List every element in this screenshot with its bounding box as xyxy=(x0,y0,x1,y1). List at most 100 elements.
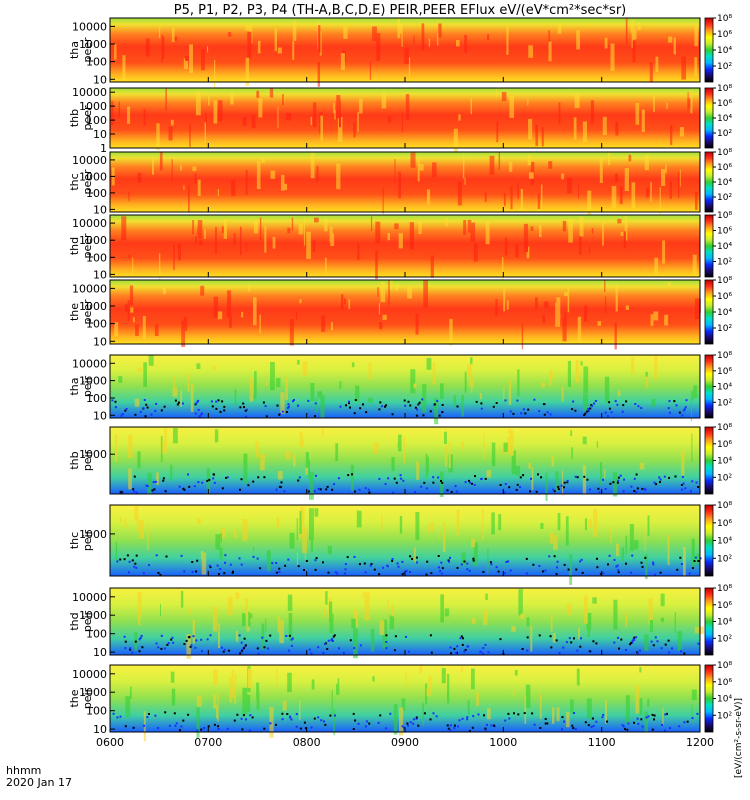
colorbar-tick-label: 10⁶ xyxy=(717,519,732,529)
y-tick-label: 1000 xyxy=(79,38,107,51)
colorbar-tick-label: 10⁸ xyxy=(717,501,732,511)
panel-quantity-label: peir xyxy=(81,375,94,397)
colorbar xyxy=(704,504,714,577)
colorbar-tick-label: 10⁴ xyxy=(717,114,732,124)
colorbar-tick-label: 10⁶ xyxy=(717,99,732,109)
y-tick-label: 10 xyxy=(93,128,107,141)
y-tick-label: 10 xyxy=(93,73,107,86)
spectrogram-texture xyxy=(114,18,698,89)
panel-quantity-label: peir xyxy=(81,529,94,551)
colorbar-tick-label: 10² xyxy=(717,324,732,334)
x-tick-label: 0600 xyxy=(96,736,124,749)
spectrogram-image xyxy=(110,215,700,277)
colorbar-tick-label: 10² xyxy=(717,62,732,72)
time-row-label: hhmm xyxy=(6,764,41,777)
y-tick-label: 10 xyxy=(93,203,107,216)
low-count-speckle xyxy=(123,634,700,655)
y-tick-label: 10000 xyxy=(72,668,107,681)
colorbar-tick-label: 10² xyxy=(717,634,732,644)
y-tick-label: 10000 xyxy=(72,154,107,167)
spectrogram-texture xyxy=(125,665,697,742)
colorbar xyxy=(704,279,714,345)
panel-probe-label: thc xyxy=(68,532,81,549)
y-tick-label: 10 xyxy=(93,268,107,281)
colorbar-tick-label: 10⁸ xyxy=(717,84,732,94)
panel-probe-label: thb xyxy=(68,451,81,469)
y-tick-label: 10 xyxy=(93,723,107,736)
spectrogram-texture xyxy=(134,589,704,659)
panel-probe-label: thd xyxy=(68,612,81,630)
y-tick-label: 10000 xyxy=(72,20,107,33)
spectrogram-texture xyxy=(118,355,698,425)
figure-title: P5, P1, P2, P3, P4 (TH-A,B,C,D,E) PEIR,P… xyxy=(174,3,627,18)
y-tick-label: 1000 xyxy=(79,528,107,541)
colorbar-tick-label: 10⁸ xyxy=(717,423,732,433)
spectrogram-image xyxy=(110,505,700,576)
y-tick-label: 100 xyxy=(86,628,107,641)
x-tick-label: 1100 xyxy=(588,736,616,749)
colorbar-tick-label: 10⁶ xyxy=(717,678,732,688)
y-tick-label: 100 xyxy=(86,251,107,264)
y-tick-label: 10000 xyxy=(72,591,107,604)
colorbar-tick-label: 10² xyxy=(717,554,732,564)
x-tick-label: 1200 xyxy=(686,736,714,749)
panel-quantity-label: peer xyxy=(81,37,94,63)
colorbar xyxy=(704,17,714,83)
panel-the-peir: 10 100 1000 10000 the peir 10² 10⁴ 10⁶ 10⁸ xyxy=(68,661,732,742)
y-tick-label: 100 xyxy=(86,705,107,718)
colorbar-tick-label: 10⁶ xyxy=(717,601,732,611)
spectrogram-texture xyxy=(111,152,698,218)
panel-quantity-label: peir xyxy=(81,610,94,632)
colorbar xyxy=(704,664,714,733)
y-tick-label: 1000 xyxy=(79,686,107,699)
spectrogram-image xyxy=(110,280,700,344)
colorbar-tick-label: 10⁴ xyxy=(717,457,732,467)
low-count-speckle xyxy=(119,473,700,494)
y-tick-label: 10 xyxy=(93,335,107,348)
panel-quantity-label: peer xyxy=(81,233,94,259)
panel-the-peer: 10 100 1000 10000 the peer 10² 10⁴ 10⁶ 10⁸ xyxy=(68,276,732,350)
spectrogram-texture xyxy=(111,88,701,155)
y-tick-label: 1000 xyxy=(79,234,107,247)
colorbar-tick-label: 10⁸ xyxy=(717,148,732,158)
colorbar-tick-label: 10⁸ xyxy=(717,661,732,671)
colorbar xyxy=(704,426,714,495)
x-tick-label: 1000 xyxy=(489,736,517,749)
date-label: 2020 Jan 17 xyxy=(6,776,72,789)
colorbar-tick-label: 10⁶ xyxy=(717,367,732,377)
colorbar-tick-label: 10² xyxy=(717,193,732,203)
colorbar-tick-label: 10² xyxy=(717,711,732,721)
colorbar-tick-label: 10⁶ xyxy=(717,440,732,450)
colorbar-tick-label: 10⁶ xyxy=(717,30,732,40)
y-tick-label: 10000 xyxy=(72,217,107,230)
panel-probe-label: the xyxy=(68,303,81,321)
colorbar-tick-label: 10⁸ xyxy=(717,584,732,594)
panel-quantity-label: peir xyxy=(81,687,94,709)
spectrogram-texture xyxy=(115,428,693,501)
colorbar xyxy=(704,354,714,419)
low-count-speckle xyxy=(116,554,702,576)
panel-probe-label: tha xyxy=(68,377,81,395)
y-tick-label: 1000 xyxy=(79,375,107,388)
panel-probe-label: thb xyxy=(68,109,81,127)
colorbar xyxy=(704,587,714,656)
y-tick-label: 1000 xyxy=(79,609,107,622)
spectrogram-texture xyxy=(121,216,697,283)
panel-probe-label: tha xyxy=(68,41,81,59)
y-tick-label: 1000 xyxy=(79,100,107,113)
panel-probe-label: thc xyxy=(68,173,81,190)
panel-thc-peer: 10 100 1000 10000 thc peer 10² 10⁴ 10⁶ 10⁸ xyxy=(68,148,732,218)
y-tick-label: 10000 xyxy=(72,86,107,99)
colorbar-tick-label: 10⁶ xyxy=(717,163,732,173)
panel-quantity-label: peer xyxy=(81,105,94,131)
panel-thd-peir: 10 100 1000 10000 thd peir 10² 10⁴ 10⁶ 10⁸ xyxy=(68,584,732,659)
colorbar-tick-label: 10² xyxy=(717,129,732,139)
colorbar-tick-label: 10⁶ xyxy=(717,292,732,302)
y-tick-label: 1 xyxy=(100,142,107,155)
colorbar-tick-label: 10⁴ xyxy=(717,46,732,56)
